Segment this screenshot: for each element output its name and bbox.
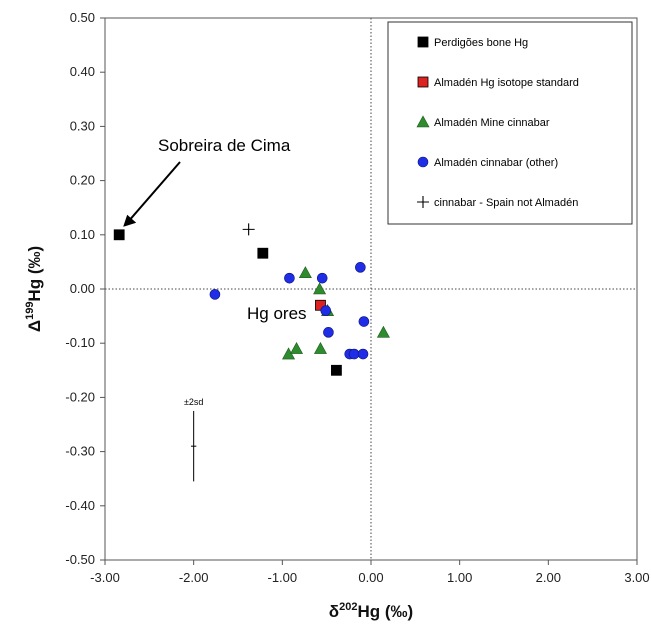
data-point-square: [331, 364, 342, 376]
data-point-triangle: [298, 266, 312, 279]
legend-label: Perdigões bone Hg: [434, 37, 528, 49]
y-tick-label: -0.50: [65, 552, 95, 567]
data-point-triangle: [313, 341, 327, 354]
data-point-circle: [323, 327, 334, 338]
data-point-square: [257, 247, 269, 259]
data-point-square: [315, 299, 326, 311]
y-tick-label: 0.40: [70, 64, 95, 79]
x-tick-label: -1.00: [268, 570, 298, 585]
data-point-square: [113, 229, 125, 241]
error-bar-label: ±2sd: [184, 397, 203, 407]
y-tick-label: 0.00: [70, 281, 95, 296]
data-point-circle: [284, 272, 295, 284]
y-tick-label: 0.30: [70, 118, 95, 133]
legend-label: cinnabar - Spain not Almadén: [434, 197, 578, 209]
annotation-hg-ores: Hg ores: [247, 304, 307, 323]
x-axis-title: δ202Hg (‰): [329, 601, 413, 621]
data-point-circle: [316, 272, 328, 284]
x-tick-label: 1.00: [447, 570, 472, 585]
x-tick-label: 0.00: [358, 570, 383, 585]
legend-label: Almadén Mine cinnabar: [434, 117, 550, 129]
data-point-circle: [320, 305, 332, 316]
data-point-circle: [355, 262, 366, 273]
y-tick-label: -0.20: [65, 389, 95, 404]
y-axis-title: Δ199Hg (‰): [24, 246, 44, 332]
legend-box: [387, 21, 633, 225]
x-tick-label: -3.00: [90, 570, 120, 585]
data-point-circle: [209, 289, 221, 300]
x-tick-label: 3.00: [624, 570, 649, 585]
legend-marker-circle: [417, 156, 429, 168]
data-point-circle: [358, 316, 370, 327]
data-point-circle: [357, 348, 369, 360]
data-point-triangle: [313, 282, 327, 295]
data-point-circle: [348, 348, 360, 360]
y-tick-label: 0.10: [70, 227, 95, 242]
x-tick-label: 2.00: [536, 570, 561, 585]
data-point-triangle: [290, 341, 304, 354]
y-tick-label: 0.50: [70, 10, 95, 25]
data-point-triangle: [376, 325, 390, 338]
y-tick-label: -0.30: [65, 444, 95, 459]
annotation-arrowhead: [123, 214, 137, 227]
legend-label: Almadén cinnabar (other): [434, 157, 558, 169]
legend-label: Almadén Hg isotope standard: [434, 77, 579, 89]
y-tick-label: -0.10: [65, 335, 95, 350]
annotation-sobreira: Sobreira de Cima: [158, 136, 291, 155]
legend-marker-triangle: [416, 115, 430, 128]
legend-marker-square: [417, 76, 429, 88]
x-tick-label: -2.00: [179, 570, 209, 585]
legend-marker-plus: [417, 196, 429, 208]
annotation-arrow: [126, 161, 181, 224]
y-tick-label: -0.40: [65, 498, 95, 513]
y-tick-label: 0.20: [70, 173, 95, 188]
legend-marker-square: [417, 36, 429, 48]
data-point-plus: [242, 223, 255, 236]
